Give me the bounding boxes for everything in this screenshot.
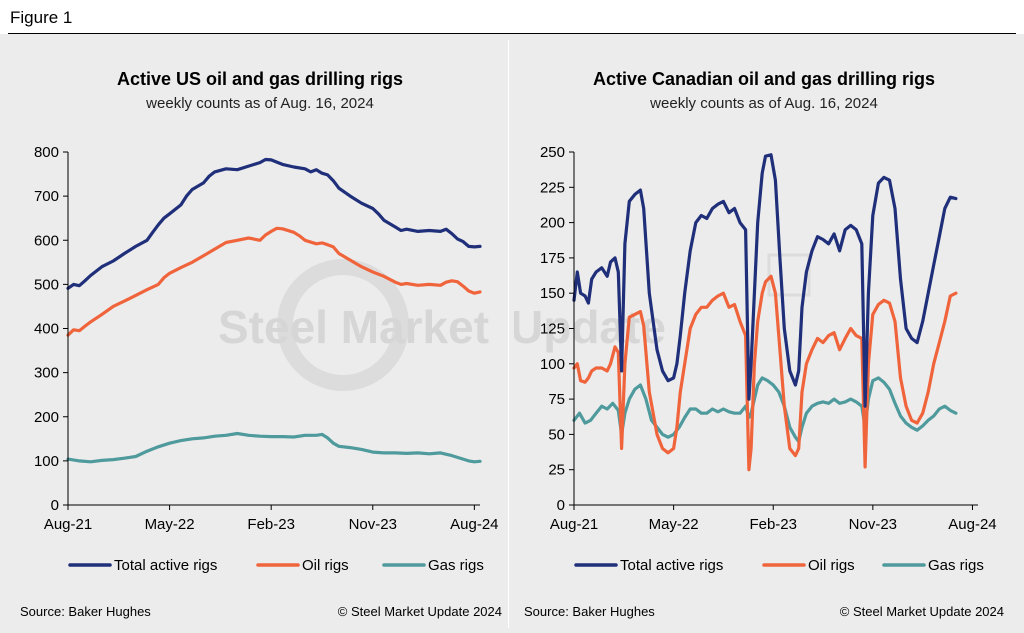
y-tick-label: 0 <box>51 497 59 514</box>
x-tick-label: Aug-21 <box>550 516 598 533</box>
series-line-gas <box>66 431 482 464</box>
x-tick-label: Nov-23 <box>849 516 897 533</box>
legend-label-gas: Gas rigs <box>428 557 484 574</box>
y-tick-label: 100 <box>34 453 59 470</box>
y-tick-label: 150 <box>540 285 565 302</box>
axes <box>67 152 480 506</box>
copyright-note: © Steel Market Update 2024 <box>338 604 502 619</box>
watermark-circle <box>277 259 409 391</box>
y-axis-ticks: 0 25 50 75 100 125 150 175 200 225 250 <box>540 144 574 514</box>
y-tick-label: 75 <box>548 391 565 408</box>
y-tick-label: 225 <box>540 179 565 196</box>
figure-header-rule <box>8 33 1016 34</box>
x-tick-label: Feb-23 <box>749 516 797 533</box>
y-tick-label: 25 <box>548 462 565 479</box>
watermark-text: Steel Market <box>218 301 489 353</box>
y-tick-label: 0 <box>557 497 565 514</box>
plot-lines <box>572 153 958 472</box>
figure-label: Figure 1 <box>10 8 73 27</box>
source-note: Source: Baker Hughes <box>20 604 151 619</box>
x-axis-ticks: Aug-21 May-22 Feb-23 Nov-23 Aug-24 <box>44 505 499 533</box>
watermark: Update <box>514 253 811 353</box>
copyright-note: © Steel Market Update 2024 <box>840 604 1004 619</box>
chart-subtitle: weekly counts as of Aug. 16, 2024 <box>145 95 374 112</box>
axes <box>573 152 978 506</box>
us-chart-panel: Steel Market Active US oil and gas drill… <box>8 40 509 628</box>
x-tick-label: Aug-24 <box>948 516 996 533</box>
chart-title: Active US oil and gas drilling rigs <box>117 69 403 89</box>
y-tick-label: 800 <box>34 144 59 161</box>
legend-label-oil: Oil rigs <box>808 557 855 574</box>
canada-chart-panel: Update Active Canadian oil and gas drill… <box>514 40 1014 628</box>
legend-label-total: Total active rigs <box>114 557 217 574</box>
legend-label-oil: Oil rigs <box>302 557 349 574</box>
y-tick-label: 50 <box>548 426 565 443</box>
x-axis-ticks: Aug-21 May-22 Feb-23 Nov-23 Aug-24 <box>550 505 997 533</box>
series-line-oil <box>66 226 482 337</box>
y-tick-label: 400 <box>34 321 59 338</box>
plot-lines <box>66 157 482 464</box>
series-line-total <box>66 157 482 290</box>
watermark-box <box>767 253 811 297</box>
y-tick-label: 200 <box>34 409 59 426</box>
series-line-oil <box>572 274 958 472</box>
legend-label-gas: Gas rigs <box>928 557 984 574</box>
us-rigs-chart: Steel Market Active US oil and gas drill… <box>20 69 502 619</box>
y-tick-label: 700 <box>34 188 59 205</box>
series-line-gas <box>572 376 958 444</box>
y-tick-label: 100 <box>540 356 565 373</box>
y-tick-label: 250 <box>540 144 565 161</box>
x-tick-label: Aug-24 <box>450 516 498 533</box>
y-tick-label: 300 <box>34 365 59 382</box>
x-tick-label: Nov-23 <box>349 516 397 533</box>
x-tick-label: May-22 <box>649 516 699 533</box>
x-tick-label: Feb-23 <box>247 516 295 533</box>
legend-label-total: Total active rigs <box>620 557 723 574</box>
chart-title: Active Canadian oil and gas drilling rig… <box>593 69 935 89</box>
y-axis-ticks: 0 100 200 300 400 500 600 700 800 <box>34 144 68 514</box>
watermark-text: Update <box>514 301 666 353</box>
legend: Total active rigs Oil rigs Gas rigs <box>574 557 984 574</box>
x-tick-label: May-22 <box>145 516 195 533</box>
series-line-total <box>572 153 958 408</box>
source-note: Source: Baker Hughes <box>524 604 655 619</box>
y-tick-label: 600 <box>34 232 59 249</box>
y-tick-label: 500 <box>34 276 59 293</box>
canada-rigs-chart: Update Active Canadian oil and gas drill… <box>514 69 1004 619</box>
y-tick-label: 175 <box>540 250 565 267</box>
legend: Total active rigs Oil rigs Gas rigs <box>68 557 484 574</box>
x-tick-label: Aug-21 <box>44 516 92 533</box>
watermark: Steel Market <box>218 259 489 391</box>
y-tick-label: 125 <box>540 321 565 338</box>
y-tick-label: 200 <box>540 215 565 232</box>
figure-header: Figure 1 <box>0 0 1024 34</box>
chart-subtitle: weekly counts as of Aug. 16, 2024 <box>649 95 878 112</box>
